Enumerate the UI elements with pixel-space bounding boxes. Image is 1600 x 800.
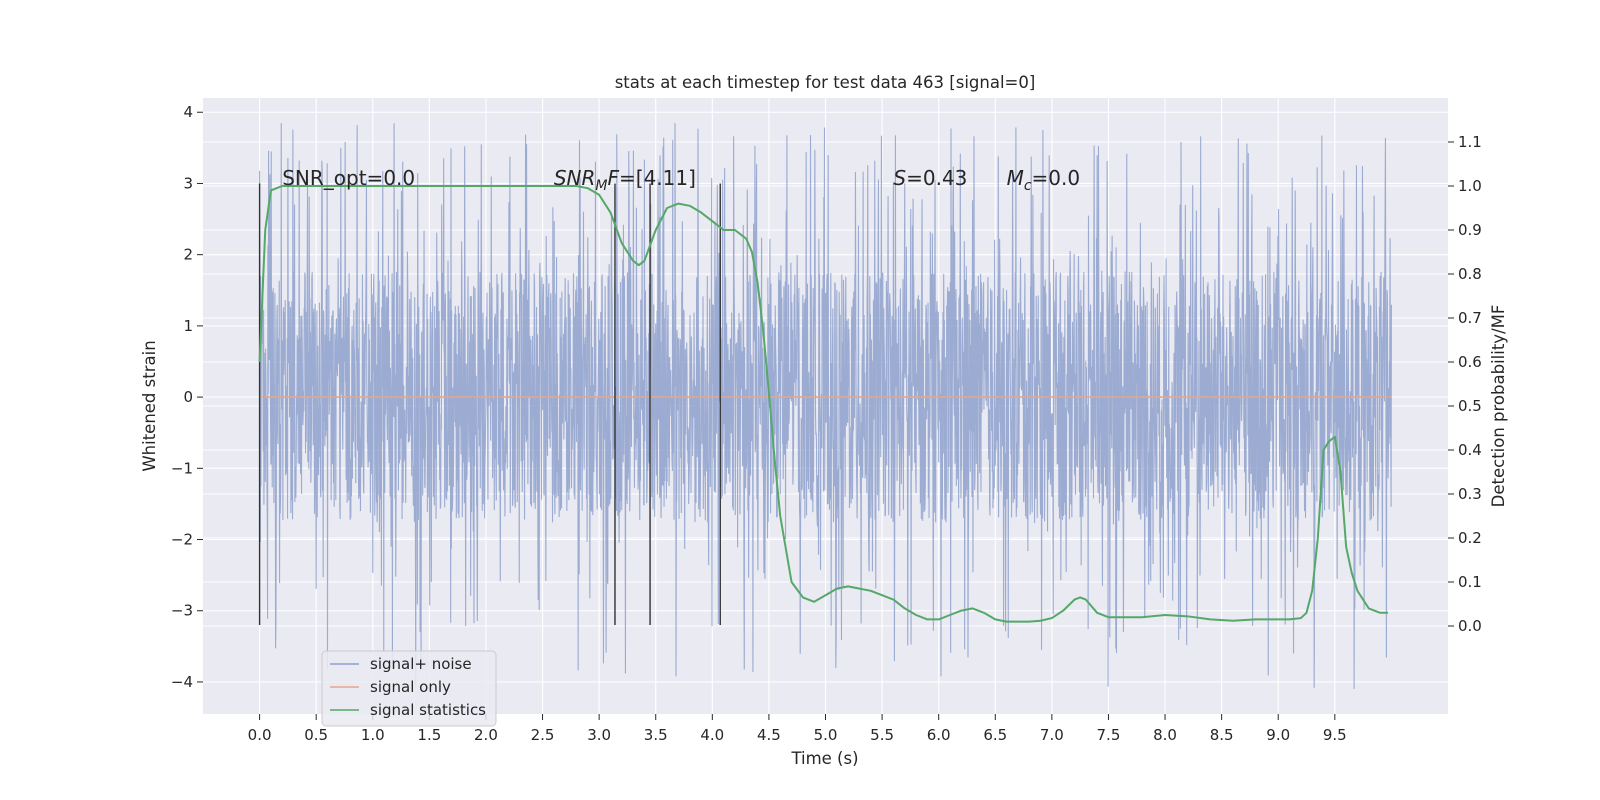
annotation-1: SNRMF=[4.11] [554, 166, 696, 194]
y2-tick-label: 0.8 [1458, 265, 1482, 283]
y-axis-label: Whitened strain [140, 340, 159, 471]
vertical-markers [258, 183, 721, 625]
y-tick-label: 1 [183, 317, 193, 335]
signal-noise-series [259, 123, 1392, 689]
chart-title: stats at each timestep for test data 463… [615, 73, 1036, 92]
x-tick-label: 3.5 [644, 726, 668, 744]
y2-tick-label: 0.4 [1458, 441, 1482, 459]
y-tick-label: −4 [171, 673, 193, 691]
x-tick-label: 0.5 [304, 726, 328, 744]
annotations: SNR_opt=0.0 SNRMF=[4.11] S=0.43 Mc=0.0 [282, 166, 1080, 194]
y2-tick-label: 0.2 [1458, 529, 1482, 547]
x-tick-label: 4.5 [757, 726, 781, 744]
y2-tick-label: 0.7 [1458, 309, 1482, 327]
x-tick-label: 1.5 [417, 726, 441, 744]
legend-label-signal-only: signal only [370, 678, 451, 696]
signal-statistics-series [258, 185, 1389, 623]
y2-axis-label: Detection probability/MF [1489, 305, 1508, 508]
y2-tick-label: 1.0 [1458, 177, 1482, 195]
y-tick-label: −1 [171, 459, 193, 477]
y-tick-label: −2 [171, 531, 193, 549]
x-tick-label: 3.0 [587, 726, 611, 744]
y2-tick-label: 0.0 [1458, 617, 1482, 635]
x-tick-label: 8.5 [1210, 726, 1234, 744]
x-tick-label: 7.0 [1040, 726, 1064, 744]
y2-tick-label: 0.3 [1458, 485, 1482, 503]
x-tick-label: 4.0 [700, 726, 724, 744]
y-tick-label: 0 [183, 388, 193, 406]
x-tick-label: 2.5 [531, 726, 555, 744]
y2-tick-label: 0.9 [1458, 221, 1482, 239]
legend-label-signal-noise: signal+ noise [370, 655, 472, 673]
y2-tick-label: 1.1 [1458, 133, 1482, 151]
signal-statistics-line [258, 185, 1389, 623]
x-axis-label: Time (s) [790, 749, 858, 768]
y-tick-label: 4 [183, 103, 193, 121]
y2-tick-label: 0.6 [1458, 353, 1482, 371]
y-tick-label: −3 [171, 602, 193, 620]
x-tick-label: 9.5 [1323, 726, 1347, 744]
y-axis-ticks: −4 −3 −2 −1 0 1 2 3 4 [171, 103, 203, 691]
x-axis-ticks: 0.0 0.5 1.0 1.5 2.0 2.5 3.0 3.5 4.0 4.5 5.0 5.5 6.0 6… [248, 714, 1347, 744]
x-tick-label: 6.5 [983, 726, 1007, 744]
y2-tick-label: 0.1 [1458, 573, 1482, 591]
y-tick-label: 2 [183, 246, 193, 264]
y2-axis-ticks: 0.0 0.1 0.2 0.3 0.4 0.5 0.6 0.7 0.8 0.9 1.0 1.1 [1448, 133, 1482, 635]
annotation-2: S=0.43 [893, 166, 967, 190]
legend-label-signal-statistics: signal statistics [370, 701, 486, 719]
legend: signal+ noise signal only signal statist… [321, 650, 497, 727]
y2-tick-label: 0.5 [1458, 397, 1482, 415]
x-tick-label: 5.0 [814, 726, 838, 744]
x-tick-label: 5.5 [870, 726, 894, 744]
x-tick-label: 2.0 [474, 726, 498, 744]
x-tick-label: 7.5 [1097, 726, 1121, 744]
x-tick-label: 0.0 [248, 726, 272, 744]
legend-box [321, 650, 497, 727]
x-tick-label: 6.0 [927, 726, 951, 744]
signal-noise-line [259, 123, 1392, 689]
annotation-3: Mc=0.0 [1007, 166, 1081, 194]
x-tick-label: 1.0 [361, 726, 385, 744]
y-tick-label: 3 [183, 174, 193, 192]
x-tick-label: 8.0 [1153, 726, 1177, 744]
x-tick-label: 9.0 [1266, 726, 1290, 744]
annotation-0: SNR_opt=0.0 [282, 166, 415, 190]
